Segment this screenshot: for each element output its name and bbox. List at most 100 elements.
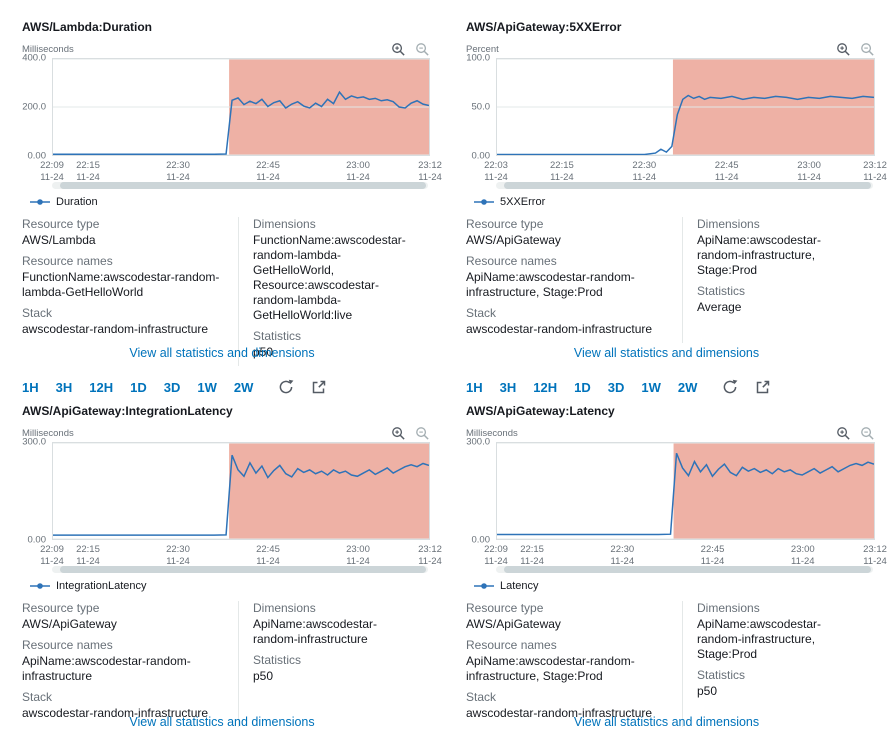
detail-label: Resource type <box>466 217 544 231</box>
legend-item[interactable]: Duration <box>30 195 430 209</box>
zoom-in-button[interactable] <box>836 42 851 57</box>
export-button[interactable] <box>311 379 327 395</box>
field-dimensions: Dimensions ApiName:awscodestar-random-in… <box>697 217 861 278</box>
legend-line-icon <box>474 583 494 589</box>
x-tick-label: 22:45 11-24 <box>714 160 739 184</box>
x-tick-label: 22:15 11-24 <box>550 160 574 184</box>
zoom-in-button[interactable] <box>391 42 406 57</box>
detail-label: Resource names <box>466 254 557 268</box>
time-range-1h[interactable]: 1H <box>466 379 483 395</box>
metric-line-chart[interactable]: 100.0 50.0 0.00 22:03 11-24 22:15 11-24 22:30 1… <box>466 53 887 184</box>
detail-value: AWS/Lambda <box>22 233 96 247</box>
chart-plot-area[interactable] <box>53 59 429 155</box>
chart-scrollbar[interactable] <box>496 566 873 573</box>
metric-line-chart[interactable]: 300.0 0.00 22:09 11-24 22:15 11-24 22:30 11-24… <box>466 437 887 568</box>
refresh-button[interactable] <box>722 379 738 395</box>
time-range-3d[interactable]: 3D <box>163 379 181 395</box>
time-range-1d[interactable]: 1D <box>574 379 591 395</box>
zoom-out-button[interactable] <box>415 42 430 57</box>
field-dimensions: Dimensions FunctionName:awscodestar-rand… <box>253 217 416 323</box>
zoom-out-button[interactable] <box>860 42 875 57</box>
x-axis: 22:09 11-24 22:15 11-24 22:30 11-24 22:45 11-24… <box>40 156 442 184</box>
time-range-1d[interactable]: 1D <box>130 379 147 395</box>
time-range-12h[interactable]: 12H <box>533 379 558 395</box>
time-range-2w[interactable]: 2W <box>233 379 254 395</box>
zoom-in-icon <box>837 42 850 56</box>
time-range-1w[interactable]: 1W <box>197 379 217 395</box>
y-axis: 300.0 0.00 <box>466 437 494 546</box>
view-all-statistics-link[interactable]: View all statistics and dimensions <box>129 715 315 729</box>
y-axis-unit-label: Milliseconds <box>22 427 74 439</box>
zoom-in-button[interactable] <box>391 426 406 441</box>
time-range-1w[interactable]: 1W <box>641 379 661 395</box>
x-tick-label: 23:00 11-24 <box>797 160 821 184</box>
legend-item[interactable]: 5XXError <box>474 195 875 209</box>
metric-line-chart[interactable]: 300.0 0.00 22:09 11-24 22:15 11-24 22:30 11-24… <box>22 437 442 568</box>
chart-title: AWS/Lambda:Duration <box>22 20 153 34</box>
zoom-out-icon <box>861 426 874 440</box>
chart-scrollbar[interactable] <box>496 182 873 189</box>
detail-value: AWS/ApiGateway <box>466 617 561 631</box>
legend-line-icon <box>474 199 494 205</box>
metric-line-chart[interactable]: 400.0 200.0 0.00 22:09 11-24 22:15 11-24 22:30… <box>22 53 442 184</box>
detail-label: Stack <box>22 690 53 704</box>
scrollbar-thumb[interactable] <box>60 182 426 189</box>
scrollbar-thumb[interactable] <box>504 566 871 573</box>
view-all-statistics-link[interactable]: View all statistics and dimensions <box>573 715 760 729</box>
zoom-out-icon <box>861 42 874 56</box>
legend-label: Latency <box>500 580 539 592</box>
legend-item[interactable]: IntegrationLatency <box>30 579 430 593</box>
field-resource-type: Resource type AWS/Lambda <box>22 217 224 248</box>
zoom-in-button[interactable] <box>836 426 851 441</box>
detail-value: ApiName:awscodestar-random-infrastructur… <box>466 270 635 299</box>
view-all-statistics-link[interactable]: View all statistics and dimensions <box>573 346 760 360</box>
refresh-button[interactable] <box>278 379 294 395</box>
detail-value: ApiName:awscodestar-random-infrastructur… <box>253 617 378 646</box>
detail-value: FunctionName:awscodestar-random-lambda-G… <box>22 270 220 299</box>
x-tick-label: 22:09 11-24 <box>40 544 64 568</box>
detail-label: Resource type <box>466 601 544 615</box>
y-axis: 400.0 200.0 0.00 <box>22 53 50 162</box>
time-range-3h[interactable]: 3H <box>499 379 517 395</box>
chart-scrollbar[interactable] <box>52 182 428 189</box>
detail-label: Dimensions <box>253 217 316 231</box>
chart-plot-area[interactable] <box>497 59 874 155</box>
x-axis: 22:09 11-24 22:15 11-24 22:30 11-24 22:45 11-24… <box>40 540 442 568</box>
time-range-3d[interactable]: 3D <box>607 379 625 395</box>
zoom-out-button[interactable] <box>415 426 430 441</box>
x-axis: 22:03 11-24 22:15 11-24 22:30 11-24 22:45 11-24… <box>484 156 887 184</box>
x-tick-label: 22:30 11-24 <box>166 160 190 184</box>
detail-value: AWS/ApiGateway <box>22 617 117 631</box>
x-tick-label: 23:00 11-24 <box>346 160 370 184</box>
time-range-3h[interactable]: 3H <box>55 379 73 395</box>
y-tick-label: 0.00 <box>27 534 47 546</box>
metric-details: Resource type AWS/ApiGateway Resource na… <box>466 217 875 343</box>
scrollbar-thumb[interactable] <box>60 566 426 573</box>
y-tick-label: 0.00 <box>471 534 491 546</box>
field-statistics: Statistics p50 <box>253 329 416 360</box>
legend-label: 5XXError <box>500 196 546 208</box>
scrollbar-thumb[interactable] <box>504 182 871 189</box>
time-range-2w[interactable]: 2W <box>677 379 698 395</box>
time-range-12h[interactable]: 12H <box>89 379 114 395</box>
x-tick-label: 22:45 11-24 <box>256 160 280 184</box>
x-tick-label: 22:15 11-24 <box>520 544 544 568</box>
view-all-statistics-link[interactable]: View all statistics and dimensions <box>129 346 315 360</box>
x-tick-label: 22:45 11-24 <box>700 544 725 568</box>
export-button[interactable] <box>755 379 771 395</box>
zoom-out-button[interactable] <box>860 426 875 441</box>
legend-label: Duration <box>56 196 98 208</box>
legend-item[interactable]: Latency <box>474 579 875 593</box>
x-tick-label: 23:12 11-24 <box>418 160 442 184</box>
chart-scrollbar[interactable] <box>52 566 428 573</box>
panel-apigateway-5xxerror: AWS/ApiGateway:5XXError Percent 100.0 50.… <box>444 0 889 368</box>
detail-label: Statistics <box>697 668 746 682</box>
chart-plot-area[interactable] <box>53 443 429 539</box>
chart-plot-area[interactable] <box>497 443 874 539</box>
field-stack: Stack awscodestar-random-infrastructure <box>466 306 668 337</box>
x-tick-label: 22:30 11-24 <box>166 544 190 568</box>
detail-label: Statistics <box>253 329 302 343</box>
x-tick-label: 22:03 11-24 <box>484 160 508 184</box>
field-resource-type: Resource type AWS/ApiGateway <box>22 601 224 632</box>
time-range-1h[interactable]: 1H <box>22 379 39 395</box>
